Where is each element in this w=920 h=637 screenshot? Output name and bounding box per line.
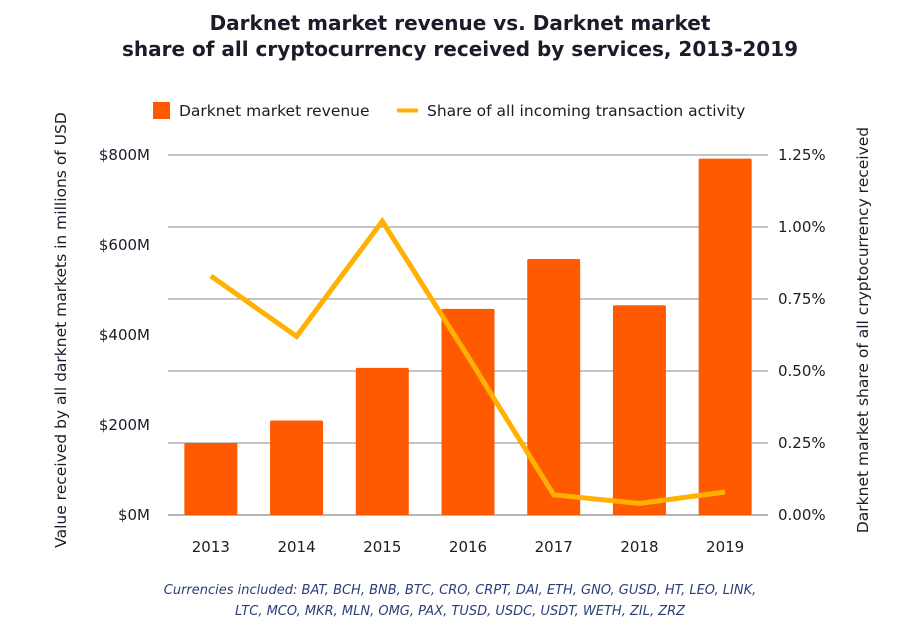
legend: Darknet market revenue Share of all inco… xyxy=(153,102,745,120)
x-tick-label: 2015 xyxy=(363,538,401,556)
bar-2017 xyxy=(527,258,581,515)
chart-title-line-1: Darknet market revenue vs. Darknet marke… xyxy=(210,11,711,35)
x-tick-label: 2013 xyxy=(192,538,230,556)
chart-title: Darknet market revenue vs. Darknet marke… xyxy=(122,11,798,61)
bar-2019 xyxy=(698,158,752,515)
right-axis-label: Darknet market share of all cryptocurren… xyxy=(854,127,872,533)
left-tick-label: $400M xyxy=(99,326,150,344)
bar-2016 xyxy=(441,308,495,515)
right-tick-label: 0.75% xyxy=(778,290,826,308)
x-tick-label: 2018 xyxy=(620,538,658,556)
left-tick-label: $200M xyxy=(99,416,150,434)
bar-2013 xyxy=(184,443,238,515)
left-tick-label: $600M xyxy=(99,236,150,254)
chart-title-line-2: share of all cryptocurrency received by … xyxy=(122,37,798,61)
right-tick-label: 1.00% xyxy=(778,218,826,236)
x-tick-label: 2017 xyxy=(535,538,573,556)
left-tick-label: $800M xyxy=(99,146,150,164)
left-tick-label: $0M xyxy=(118,506,150,524)
x-tick-label: 2019 xyxy=(706,538,744,556)
footnote: Currencies included: BAT, BCH, BNB, BTC,… xyxy=(164,583,756,619)
right-tick-label: 0.25% xyxy=(778,434,826,452)
footnote-line-1: Currencies included: BAT, BCH, BNB, BTC,… xyxy=(164,583,756,598)
right-tick-label: 0.50% xyxy=(778,362,826,380)
x-tick-label: 2016 xyxy=(449,538,487,556)
legend-swatch-revenue xyxy=(153,102,170,119)
legend-label-share: Share of all incoming transaction activi… xyxy=(427,102,745,120)
bar-2015 xyxy=(355,367,409,515)
bar-2014 xyxy=(270,420,324,515)
line-series xyxy=(209,216,726,507)
bar-2018 xyxy=(612,305,666,515)
right-tick-label: 1.25% xyxy=(778,146,826,164)
right-tick-label: 0.00% xyxy=(778,506,826,524)
x-tick-label: 2014 xyxy=(277,538,315,556)
right-axis-ticks: 0.00% 0.25% 0.50% 0.75% 1.00% 1.25% xyxy=(778,146,826,524)
left-axis-ticks: $0M $200M $400M $600M $800M xyxy=(99,146,150,524)
footnote-line-2: LTC, MCO, MKR, MLN, OMG, PAX, TUSD, USDC… xyxy=(235,604,686,619)
left-axis-label: Value received by all darknet markets in… xyxy=(52,112,70,548)
x-axis-ticks: 2013 2014 2015 2016 2017 2018 2019 xyxy=(192,538,744,556)
bar-series xyxy=(184,158,752,515)
legend-label-revenue: Darknet market revenue xyxy=(179,102,370,120)
